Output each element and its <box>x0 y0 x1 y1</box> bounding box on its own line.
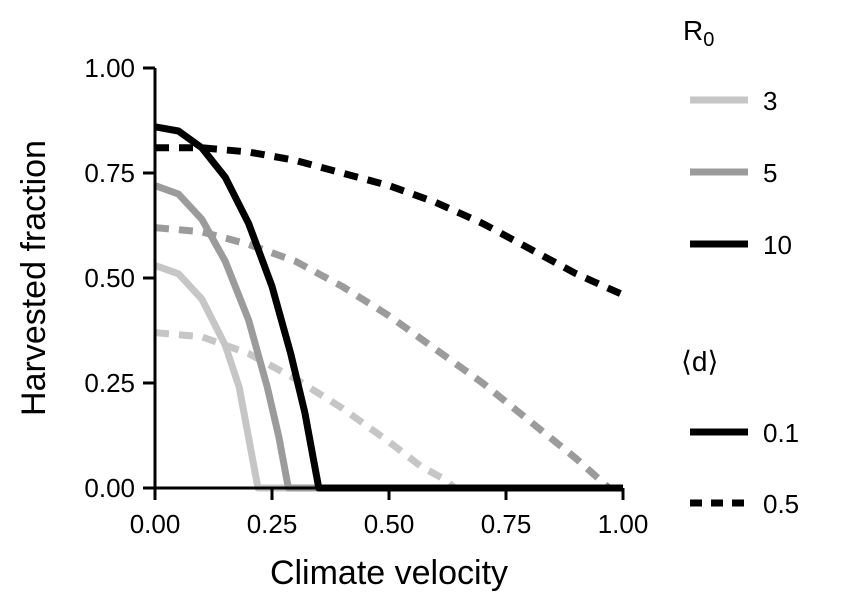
legend-r0-title-main: R <box>683 15 703 46</box>
x-tick-label: 0.50 <box>364 509 415 539</box>
y-tick-label: 0.25 <box>84 368 135 398</box>
x-tick-label: 0.25 <box>247 509 298 539</box>
series-line-r0-3-d-0.1 <box>153 262 623 492</box>
series-line-r0-5-d-0.1 <box>153 182 623 492</box>
legend-r0-title: R0 <box>683 15 714 51</box>
x-axis-title: Climate velocity <box>270 554 508 592</box>
y-ticks: 0.00 0.25 0.50 0.75 1.00 <box>84 53 155 503</box>
x-tick-label: 1.00 <box>598 509 649 539</box>
legend-r0-label-3: 3 <box>763 86 777 116</box>
legend-d-title: ⟨d⟩ <box>681 346 718 377</box>
legend-d-label-0.5: 0.5 <box>763 489 799 519</box>
series-line-r0-3-d-0.5 <box>154 329 457 491</box>
y-tick-label: 1.00 <box>84 53 135 83</box>
series-line-r0-10-d-0.5 <box>155 144 625 298</box>
legend-d: ⟨d⟩ 0.1 0.5 <box>681 346 799 519</box>
y-tick-label: 0.00 <box>84 473 135 503</box>
axes <box>153 68 623 490</box>
series-line-r0-5-d-0.5 <box>154 224 612 491</box>
legend-r0: R0 3 5 10 <box>683 15 792 260</box>
legend-r0-label-10: 10 <box>763 230 792 260</box>
x-tick-label: 0.75 <box>481 509 532 539</box>
x-ticks: 0.00 0.25 0.50 0.75 1.00 <box>130 488 649 539</box>
legend-d-label-0.1: 0.1 <box>763 418 799 448</box>
x-tick-label: 0.00 <box>130 509 181 539</box>
y-tick-label: 0.75 <box>84 158 135 188</box>
legend-r0-label-5: 5 <box>763 158 777 188</box>
y-tick-label: 0.50 <box>84 263 135 293</box>
legend-r0-title-sub: 0 <box>703 29 714 51</box>
series-line-r0-10-d-0.1 <box>154 123 623 492</box>
y-axis-title: Harvested fraction <box>15 140 53 416</box>
series-layer <box>153 123 625 492</box>
